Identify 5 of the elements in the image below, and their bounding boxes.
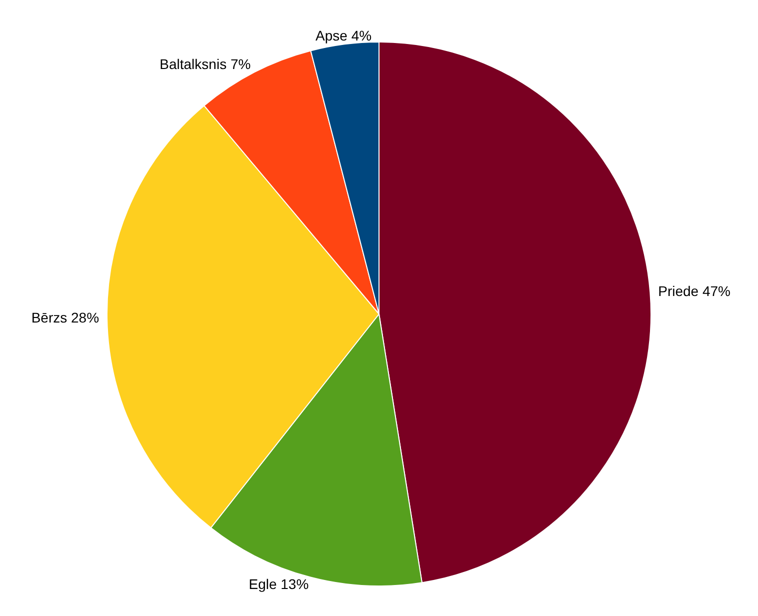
slice-label: Priede 47% (658, 282, 731, 299)
slice-label: Baltalksnis 7% (160, 56, 251, 72)
slice-label: Apse 4% (316, 27, 372, 44)
slice-label: Egle 13% (248, 576, 309, 592)
slice-label: Bērzs 28% (31, 309, 100, 326)
